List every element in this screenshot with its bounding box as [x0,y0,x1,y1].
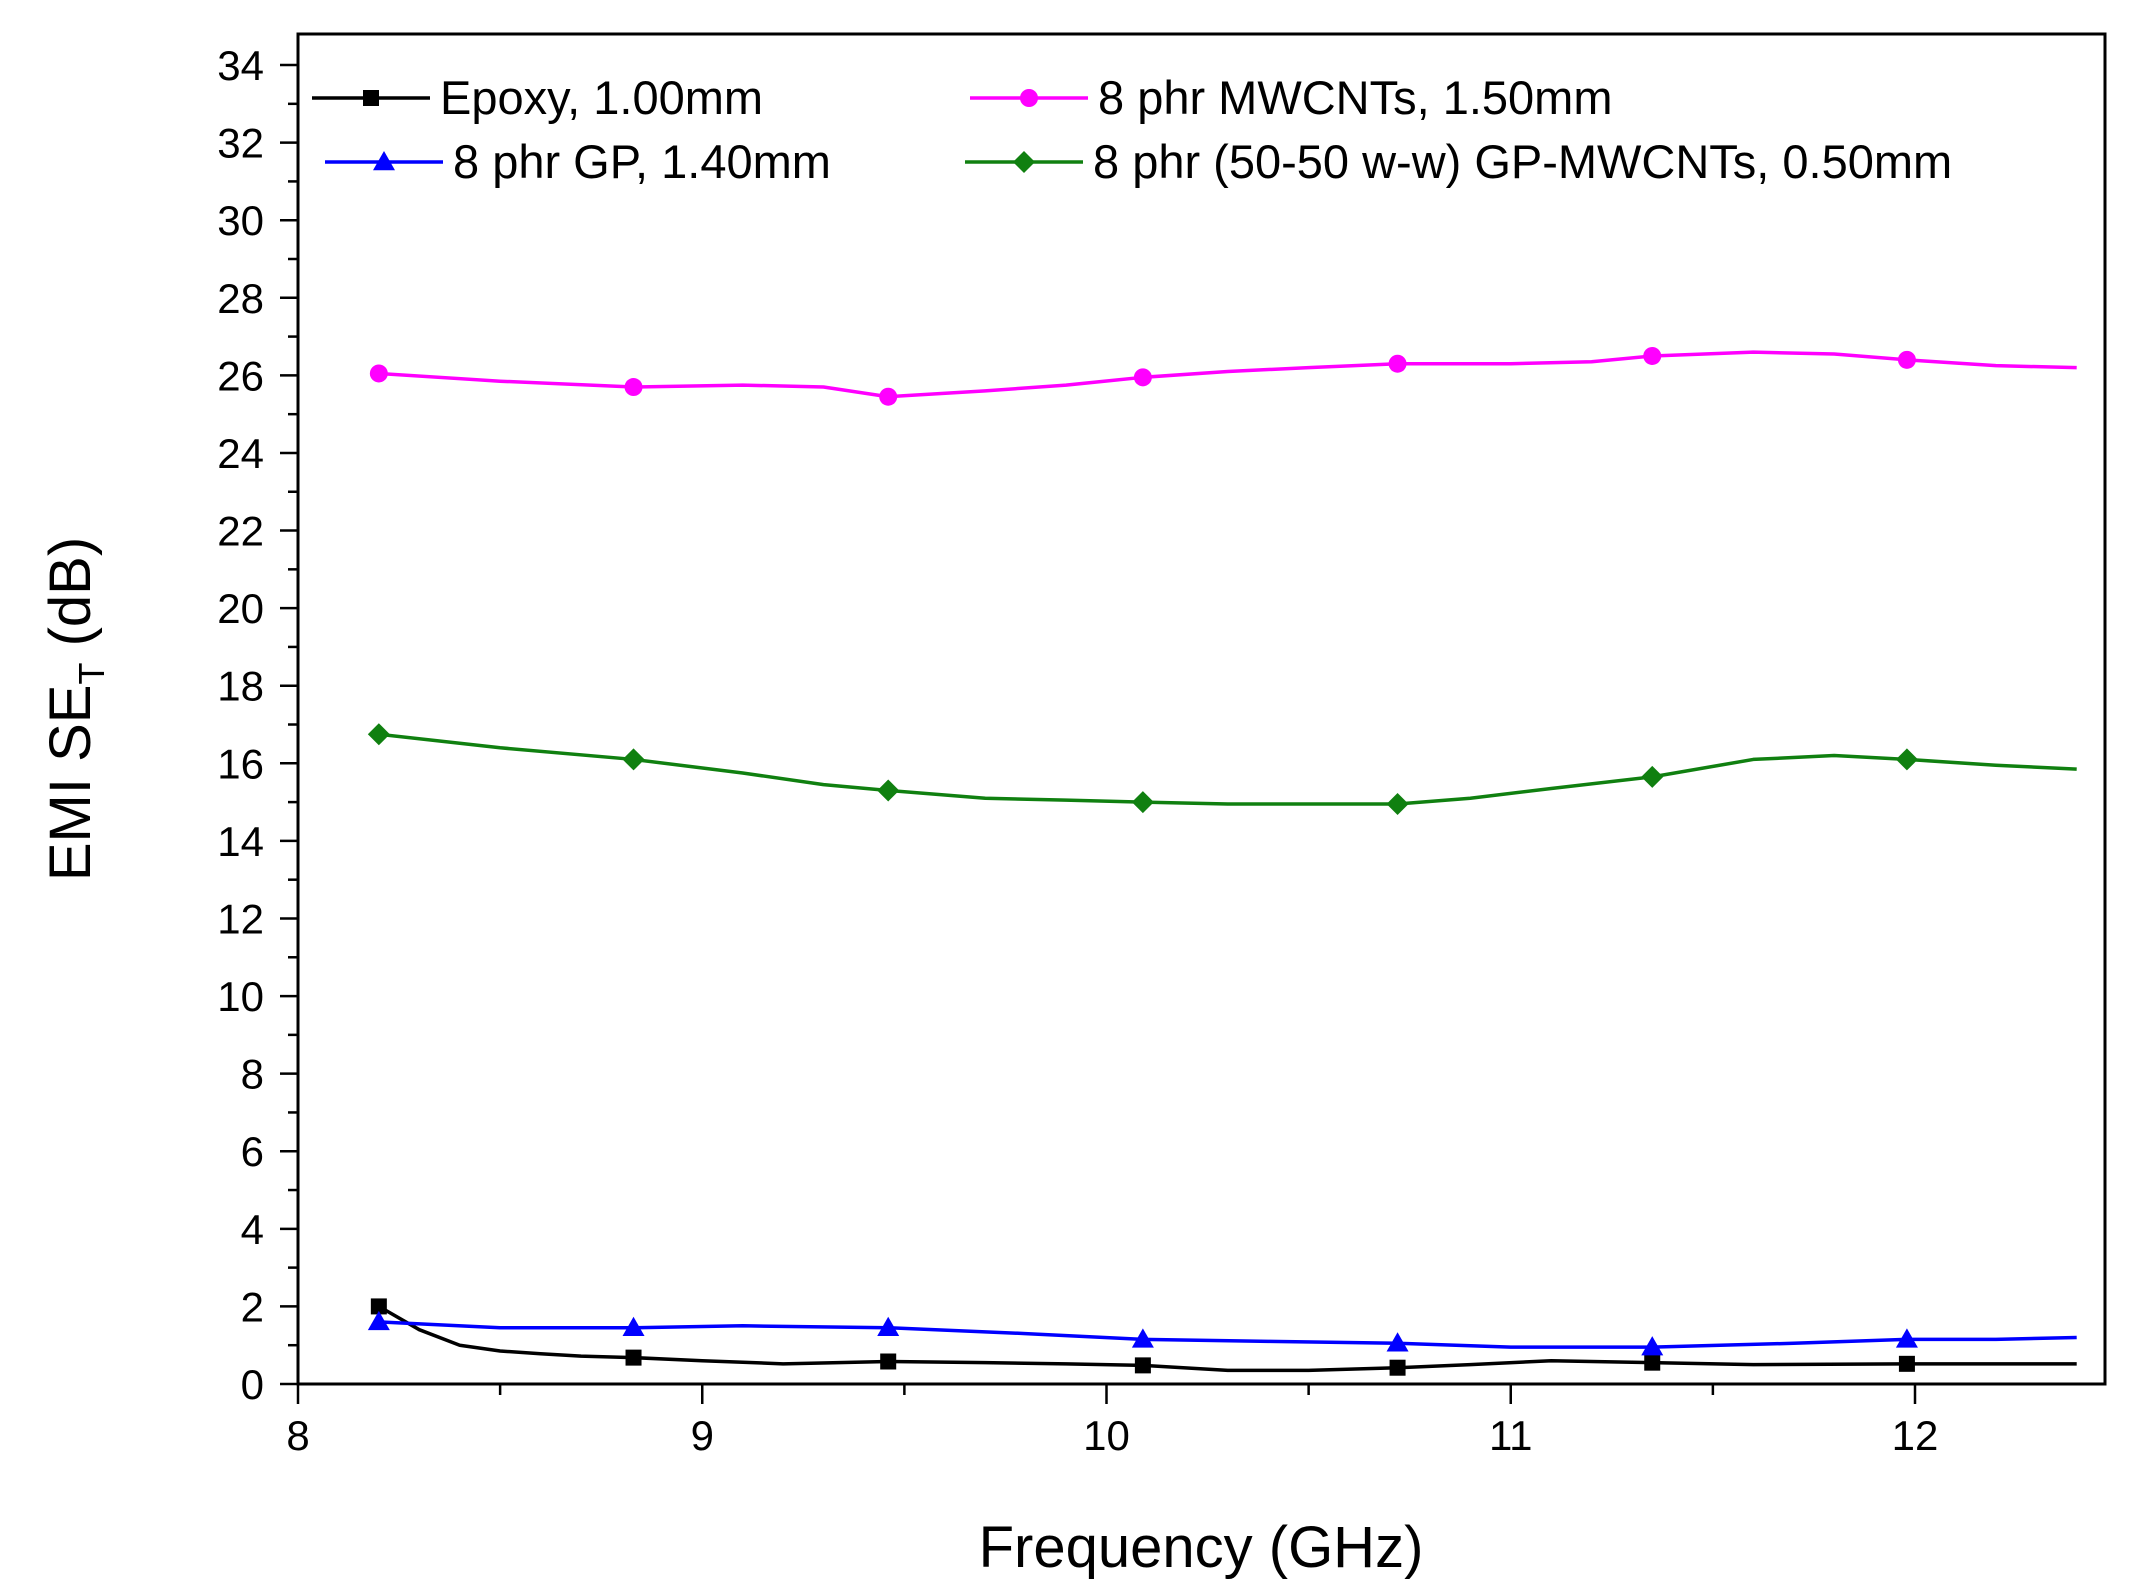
legend-label: 8 phr (50-50 w-w) GP-MWCNTs, 0.50mm [1093,135,1952,188]
plot-frame [296,32,2107,1386]
y-axis-title-text: EMI SET (dB) [38,537,112,881]
y-tick-label: 28 [217,275,264,322]
data-point-marker [1131,791,1154,814]
y-tick-label: 20 [217,585,264,632]
y-tick-label: 12 [217,895,264,942]
x-tick-label: 9 [691,1412,714,1459]
data-point-marker [1389,1359,1406,1376]
series-line [378,732,2077,806]
data-point-marker [370,1298,387,1315]
y-tick-label: 10 [217,973,264,1020]
series-line [378,350,2077,399]
data-point-marker [622,1316,645,1336]
data-point-marker [624,378,643,397]
legend-marker [1020,89,1038,107]
y-tick-label: 22 [217,508,264,555]
data-point-marker [1643,346,1662,365]
data-point-marker [369,364,388,383]
y-axis-title: EMI SET (dB) [38,537,112,881]
series-line [378,1320,2077,1349]
series-triangle [367,1310,2077,1356]
data-point-marker [1386,793,1409,816]
series-square [370,1298,2077,1376]
x-tick-label: 12 [1892,1412,1939,1459]
series-line [377,1304,2077,1373]
y-tick-label: 32 [217,120,264,167]
y-tick-label: 14 [217,818,264,865]
x-tick-label: 8 [286,1412,309,1459]
data-point-marker [1134,1357,1151,1374]
y-axis-title-subscript: T [71,663,112,685]
x-tick-label: 10 [1083,1412,1130,1459]
legend-label: Epoxy, 1.00mm [440,71,763,124]
data-point-marker [1641,765,1664,788]
y-tick-label: 16 [217,740,264,787]
data-point-marker [877,779,900,802]
legend-marker [363,90,379,106]
data-point-marker [877,1316,900,1336]
data-point-marker [367,723,390,746]
data-point-marker [880,1353,897,1370]
y-tick-label: 0 [241,1361,264,1408]
data-point-marker [1644,1354,1661,1371]
series-diamond [367,723,2077,816]
data-point-marker [1895,748,1918,771]
data-point-marker [879,387,898,406]
data-point-marker [625,1349,642,1366]
series-circle [369,346,2077,406]
legend-marker [373,151,395,171]
legend-item: 8 phr GP, 1.40mm [325,135,831,188]
legend-label: 8 phr MWCNTs, 1.50mm [1098,71,1612,124]
y-tick-label: 24 [217,430,264,477]
y-tick-label: 18 [217,663,264,710]
y-tick-label: 26 [217,352,264,399]
legend: Epoxy, 1.00mm 8 phr MWCNTs, 1.50mm 8 phr G… [312,71,1952,188]
y-tick-label: 2 [241,1283,264,1330]
data-point-marker [1898,1355,1915,1372]
data-point-marker [1897,350,1916,369]
data-point-marker [1388,354,1407,373]
series-group [367,346,2077,1376]
y-tick-label: 6 [241,1128,264,1175]
data-point-marker [1895,1328,1918,1348]
legend-item: 8 phr MWCNTs, 1.50mm [970,71,1612,124]
data-point-marker [1386,1332,1409,1352]
x-tick-label: 11 [1489,1412,1533,1459]
data-point-marker [1131,1328,1154,1348]
legend-item: 8 phr (50-50 w-w) GP-MWCNTs, 0.50mm [965,135,1952,188]
x-axis-title: Frequency (GHz) [979,1515,1424,1580]
data-point-marker [1133,368,1152,387]
data-point-marker [622,748,645,771]
legend-item: Epoxy, 1.00mm [312,71,763,124]
y-axis-title-unit: (dB) [38,537,103,663]
legend-label: 8 phr GP, 1.40mm [453,135,831,188]
legend-marker [1013,151,1035,173]
y-tick-label: 8 [241,1051,264,1098]
data-point-marker [367,1310,390,1331]
x-axis: 8 9 10 11 12 [286,1384,1938,1459]
y-tick-label: 34 [217,42,264,89]
y-tick-label: 30 [217,197,264,244]
y-tick-label: 4 [241,1206,264,1253]
data-point-marker [1641,1336,1664,1356]
y-axis-title-main: EMI SE [38,685,103,882]
